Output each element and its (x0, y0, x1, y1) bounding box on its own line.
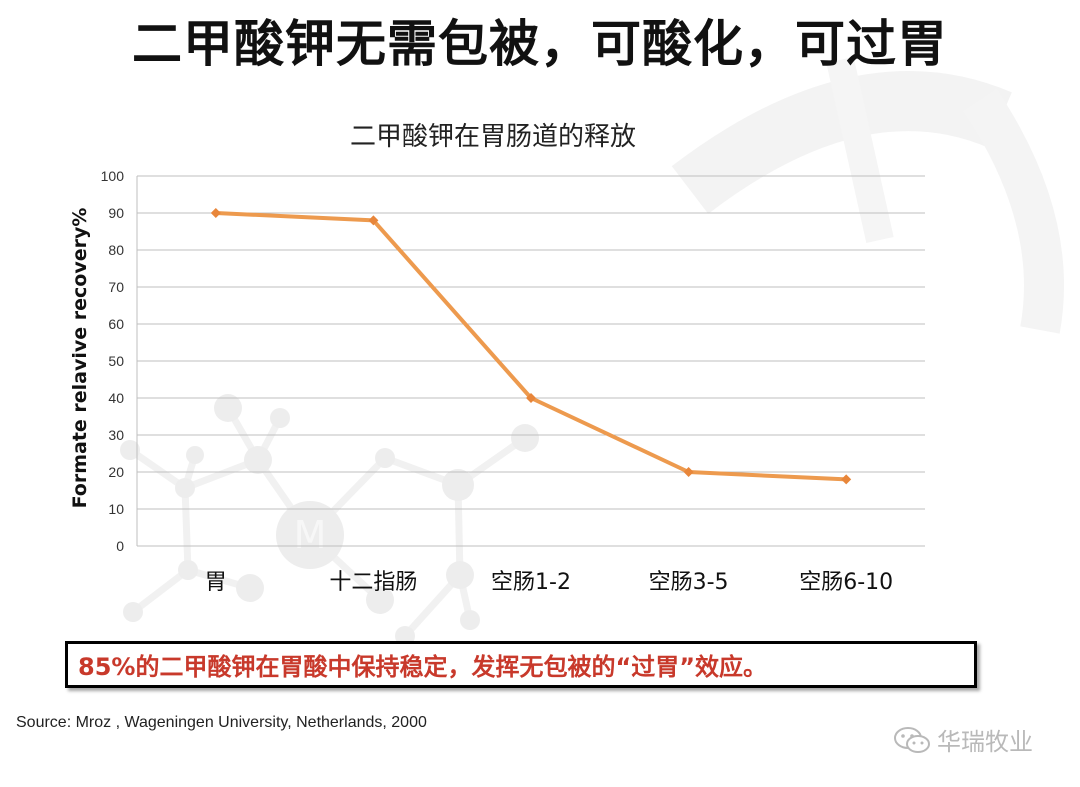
line-chart: 二甲酸钾在胃肠道的释放 0 10 20 30 40 50 60 70 80 90 100 Formate… (69, 122, 925, 595)
y-tick-label: 100 (101, 168, 125, 184)
wechat-icon (894, 726, 930, 753)
data-point (683, 467, 694, 477)
x-tick-label: 十二指肠 (329, 570, 417, 595)
y-tick-label: 70 (108, 279, 124, 295)
y-tick-label: 10 (108, 501, 124, 517)
y-tick-label: 90 (108, 205, 124, 221)
watermark: 华瑞牧业 (893, 722, 1033, 757)
y-tick-label: 40 (108, 390, 124, 406)
y-tick-label: 80 (108, 242, 124, 258)
x-tick-label: 空肠6-10 (799, 570, 893, 595)
source-citation: Source: Mroz , Wageningen University, Ne… (16, 714, 427, 731)
svg-text:M: M (294, 513, 327, 557)
watermark-text: 华瑞牧业 (937, 728, 1033, 756)
data-point (841, 474, 852, 485)
highlight-note-text: 85%的二甲酸钾在胃酸中保持稳定，发挥无包被的“过胃”效应。 (78, 653, 767, 681)
highlight-note-box: 85%的二甲酸钾在胃酸中保持稳定，发挥无包被的“过胃”效应。 (65, 641, 977, 688)
x-tick-label: 空肠3-5 (649, 570, 729, 595)
y-tick-label: 60 (108, 316, 124, 332)
y-tick-label: 0 (116, 538, 124, 554)
y-tick-label: 20 (108, 464, 124, 480)
y-tick-label: 30 (108, 427, 124, 443)
x-tick-label: 胃 (205, 570, 227, 595)
slide-title: 二甲酸钾无需包被，可酸化，可过胃 (132, 15, 948, 73)
series-line (215, 211, 847, 482)
x-tick-label: 空肠1-2 (491, 570, 571, 595)
y-axis-label: Formate relavive recovery% (69, 208, 91, 509)
data-point (526, 393, 536, 403)
chart-title: 二甲酸钾在胃肠道的释放 (350, 122, 636, 152)
data-point (368, 215, 379, 226)
data-point (210, 208, 221, 218)
y-tick-label: 50 (108, 353, 124, 369)
